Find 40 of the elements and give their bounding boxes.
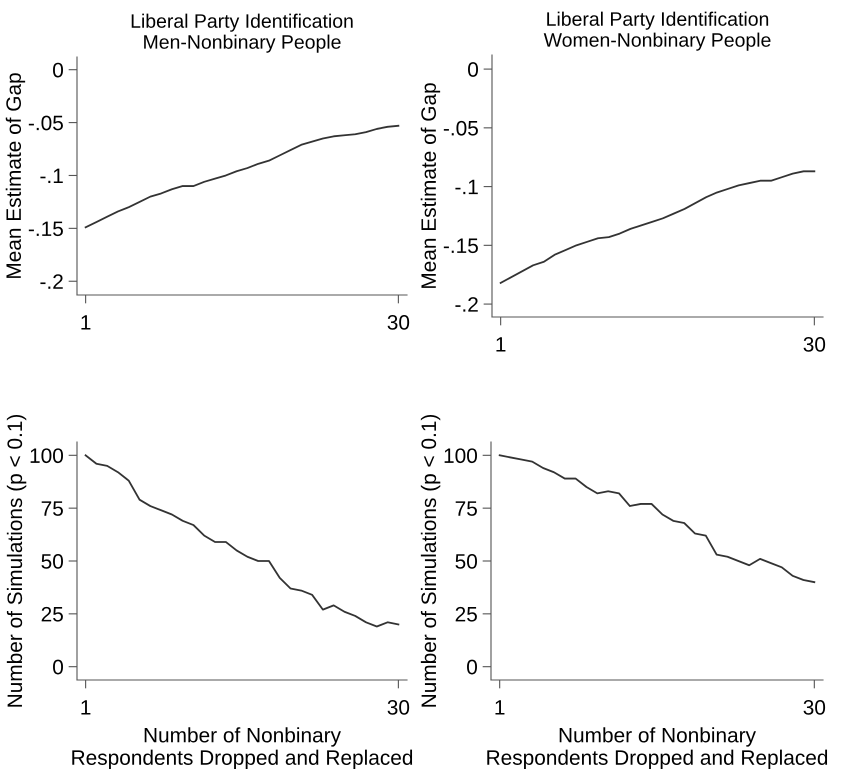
y-tick-label: -.05 [28,116,63,130]
y-tick-label: -.2 [455,297,478,312]
y-tick-label: 100 [444,448,477,464]
x-tick-label: 1 [81,700,90,715]
y-tick-label: -.1 [455,180,478,194]
x-tick-label: 1 [81,315,90,330]
x-axis-title: Number of Nonbinary Respondents Dropped and Replaced [72,727,412,770]
y-tick-label: 0 [53,660,63,674]
y-tick-label: 75 [42,501,63,516]
y-tick-label: -.05 [444,120,478,136]
chart-title: Liberal Party Identification Men-Nonbinary People [132,14,353,53]
y-tick-label: -.2 [40,274,63,289]
y-tick-label: 50 [455,554,477,569]
x-tick-label: 1 [495,700,504,715]
y-tick-label: 25 [42,606,63,622]
line-series [500,170,816,284]
y-axis-title: Mean Estimate of Gap [420,83,440,288]
y-axis-title: Mean Estimate of Gap [6,73,26,278]
x-tick-label: 1 [496,337,506,352]
y-tick-label: 100 [30,448,63,464]
y-tick-label: 75 [456,501,477,516]
y-tick-label: 50 [41,554,63,569]
x-tick-label: 30 [388,314,410,330]
line-series [498,454,816,584]
line-series [84,454,400,628]
x-tick-label: 30 [804,700,826,715]
line-series [84,124,400,228]
x-axis-title: Number of Nonbinary Respondents Dropped and Replaced [487,727,828,770]
chart-title: Liberal Party Identification Women-Nonbinary People [544,12,770,51]
y-tick-label: -.15 [444,238,478,254]
x-tick-label: 30 [804,336,826,352]
y-tick-label: 25 [456,606,477,622]
y-tick-label: -.15 [28,222,63,236]
y-tick-label: -.1 [40,168,63,184]
y-tick-label: 0 [467,660,477,674]
y-tick-label: 0 [468,62,478,77]
x-tick-label: 30 [388,700,410,715]
y-axis-title: Number of Simulations (p < 0.1) [6,414,26,707]
y-tick-label: 0 [53,62,63,78]
y-axis-title: Number of Simulations (p < 0.1) [420,414,440,707]
